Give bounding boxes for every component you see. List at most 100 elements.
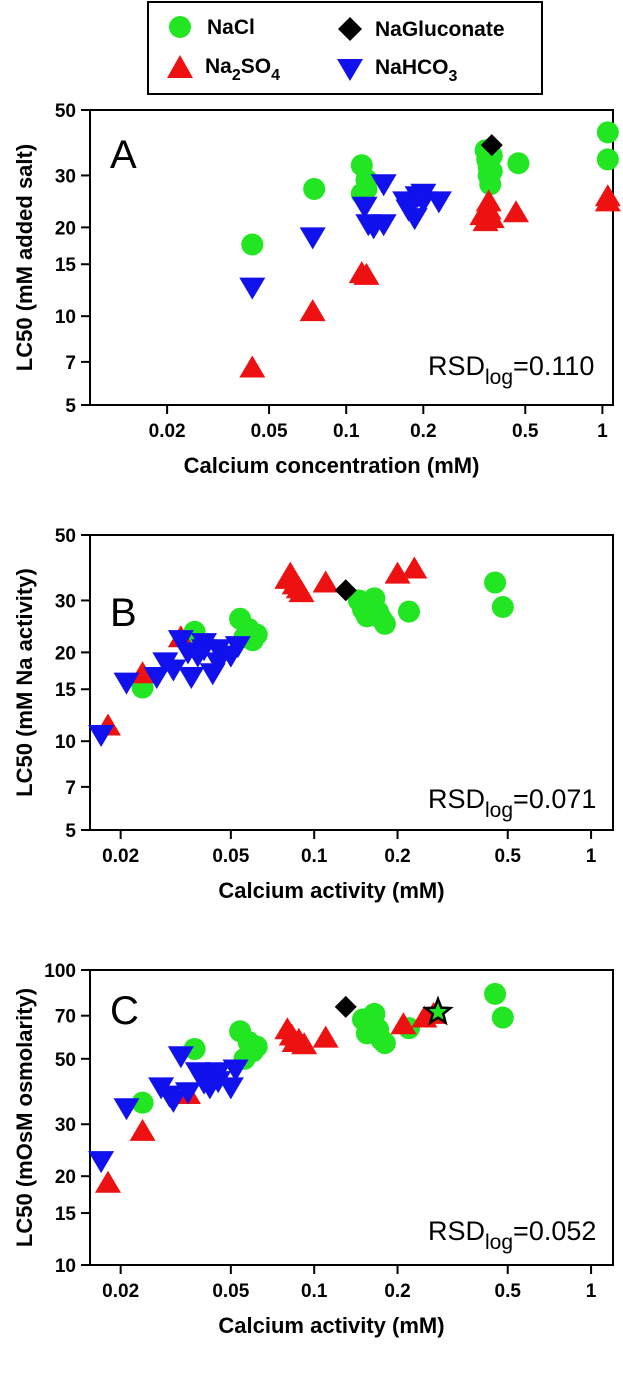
data-point-nagluconate [334, 995, 357, 1018]
legend-marker-nacl [169, 16, 191, 38]
y-axis-title: LC50 (mOsM osmolarity) [12, 988, 37, 1247]
data-point-nahco3 [351, 196, 378, 219]
y-tick-label: 7 [65, 778, 76, 799]
x-tick-label: 0.05 [212, 846, 249, 867]
y-tick-label: 50 [55, 526, 76, 547]
y-tick-label: 10 [55, 307, 76, 328]
data-point-nacl [373, 612, 396, 635]
data-point-nahco3 [205, 1062, 232, 1085]
data-point-nagluconate [334, 579, 357, 602]
y-tick-label: 70 [55, 1007, 76, 1028]
y-tick-label: 50 [55, 101, 76, 122]
x-axis-title: Calcium activity (mM) [218, 1313, 444, 1338]
data-point-na2so4 [353, 262, 380, 285]
y-tick-label: 15 [55, 680, 77, 701]
data-point-nahco3 [178, 667, 205, 690]
data-point-na2so4 [312, 570, 339, 593]
data-point-nacl [596, 148, 619, 171]
data-point-nahco3 [113, 672, 140, 695]
data-point-nacl [373, 1032, 396, 1055]
y-tick-label: 15 [55, 255, 77, 276]
y-tick-label: 10 [55, 1256, 76, 1277]
data-point-nacl [491, 1006, 514, 1029]
plot-frame [89, 109, 614, 406]
y-tick-label: 50 [55, 1050, 76, 1071]
data-point-na2so4 [129, 1118, 156, 1141]
x-axis-title: Calcium activity (mM) [218, 878, 444, 903]
x-tick-label: 0.1 [301, 1281, 328, 1302]
data-point-nahco3 [113, 1098, 140, 1121]
data-point-nacl [241, 233, 264, 256]
x-tick-label: 0.5 [495, 846, 522, 867]
data-point-nacl [507, 152, 530, 175]
legend: NaCl Na2SO4 NaGluconate NaHCO3 [147, 1, 543, 95]
x-tick-label: 1 [586, 846, 597, 867]
data-point-na2so4 [312, 1025, 339, 1048]
y-tick-label: 30 [55, 591, 76, 612]
data-point-nacl [484, 982, 507, 1005]
legend-marker-nahco3 [337, 59, 363, 81]
x-tick-label: 0.2 [410, 421, 436, 442]
y-axis-title: LC50 (mM Na activity) [12, 568, 37, 797]
data-point-nahco3 [299, 227, 326, 250]
data-points [239, 121, 621, 378]
x-tick-label: 0.02 [149, 421, 186, 442]
y-tick-label: 15 [55, 1204, 77, 1225]
data-point-nacl [183, 1037, 206, 1060]
y-tick-label: 100 [44, 961, 76, 982]
data-point-nacl [245, 1035, 268, 1058]
rsd-annotation: RSDlog=0.052 [428, 1216, 596, 1254]
y-tick-label: 30 [55, 1115, 76, 1136]
data-point-nacl [398, 600, 421, 623]
x-tick-label: 0.05 [212, 1281, 249, 1302]
rsd-annotation: RSDlog=0.071 [428, 784, 596, 822]
x-tick-label: 1 [586, 1281, 597, 1302]
data-point-na2so4 [288, 580, 315, 603]
data-point-nahco3 [143, 667, 170, 690]
x-tick-label: 1 [597, 421, 608, 442]
panel-letter: B [110, 591, 137, 635]
x-tick-label: 0.02 [102, 846, 139, 867]
data-point-nahco3 [205, 639, 232, 662]
data-point-na2so4 [291, 1032, 318, 1055]
data-point-nacl [355, 177, 378, 200]
data-point-star [422, 995, 454, 1026]
plot-frame [89, 534, 614, 831]
data-point-nahco3 [174, 1082, 201, 1105]
x-tick-label: 0.5 [512, 421, 539, 442]
data-point-nahco3 [370, 174, 397, 197]
data-points [88, 556, 514, 747]
data-point-nacl [131, 1091, 154, 1114]
y-tick-label: 20 [55, 643, 76, 664]
x-tick-label: 0.5 [495, 1281, 522, 1302]
data-point-nahco3 [425, 191, 452, 214]
y-tick-label: 20 [55, 218, 76, 239]
data-point-nacl [245, 623, 268, 646]
panel-letter: C [110, 989, 139, 1033]
legend-marker-na2so4 [167, 55, 193, 78]
rsd-annotation: RSDlog=0.110 [428, 351, 594, 389]
data-point-na2so4 [299, 299, 326, 322]
y-tick-label: 30 [55, 166, 76, 187]
data-point-na2so4 [478, 206, 505, 229]
legend-label-nahco3: NaHCO3 [375, 56, 458, 85]
x-tick-label: 0.1 [333, 421, 360, 442]
panel-letter: A [110, 133, 137, 177]
plot-frame [89, 969, 614, 1266]
legend-label-na2so4: Na2SO4 [205, 55, 280, 84]
x-tick-label: 0.02 [102, 1281, 139, 1302]
legend-marker-nagluconate [338, 17, 362, 41]
data-point-nahco3 [222, 1059, 249, 1082]
data-point-nahco3 [167, 630, 194, 653]
data-point-na2so4 [502, 200, 529, 223]
data-point-nahco3 [160, 659, 187, 682]
data-point-na2so4 [390, 1012, 417, 1035]
data-point-na2so4 [94, 1170, 121, 1193]
data-point-nahco3 [88, 1151, 115, 1174]
y-axis-title: LC50 (mM added salt) [12, 144, 37, 371]
x-tick-label: 0.2 [384, 1281, 410, 1302]
y-tick-label: 20 [55, 1167, 76, 1188]
